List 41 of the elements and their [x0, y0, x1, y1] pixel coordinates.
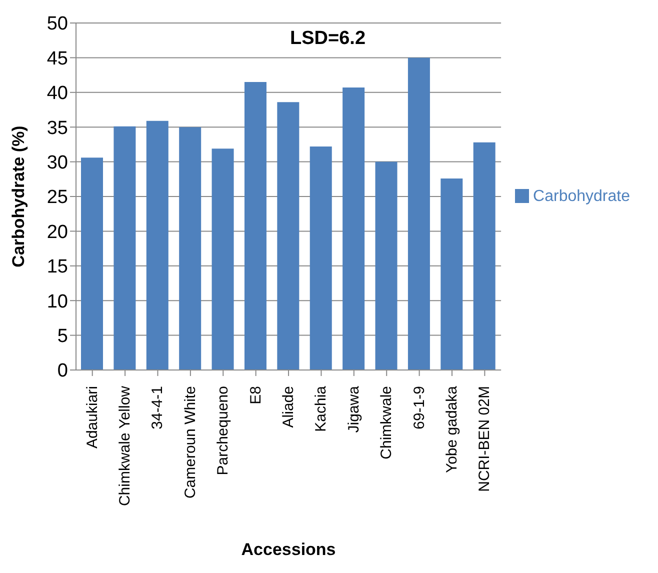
bar	[473, 142, 496, 370]
y-axis-title: Carbohydrate (%)	[9, 126, 28, 268]
bar	[146, 120, 168, 370]
bar	[244, 82, 266, 370]
y-tick-label: 20	[46, 222, 68, 243]
y-tick-label: 5	[57, 326, 68, 348]
bar	[277, 102, 300, 370]
bar	[212, 148, 234, 370]
y-tick-label: 30	[46, 152, 68, 174]
x-tick-label: Chimkwale	[378, 386, 396, 460]
y-tick-label: 40	[46, 83, 68, 104]
x-tick-label: Parchequeno	[214, 386, 232, 476]
bar	[310, 146, 332, 370]
annotation: LSD=6.2	[290, 28, 366, 50]
y-tick-label: 25	[46, 187, 68, 208]
bar	[179, 127, 202, 370]
x-tick-label: NCRI-BEN 02M	[476, 386, 494, 492]
y-tick-label: 0	[57, 360, 68, 382]
legend-label: Carbohydrate	[533, 188, 630, 204]
y-tick-label: 15	[46, 256, 68, 278]
x-tick-label: Aliade	[280, 386, 298, 428]
x-tick-label: Adaukiari	[84, 386, 101, 449]
x-tick-label: Cameroun White	[182, 386, 199, 499]
bar	[408, 58, 430, 370]
y-tick-label: 45	[46, 48, 68, 70]
x-tick-label: Chimkwale Yellow	[116, 386, 134, 506]
x-axis-title: Accessions	[241, 540, 336, 559]
bar	[114, 126, 136, 370]
x-tick-label: Jigawa	[345, 385, 362, 433]
bar	[440, 178, 463, 370]
x-tick-label: Kachia	[312, 385, 330, 432]
y-tick-label: 50	[46, 14, 68, 35]
x-tick-label: 34-4-1	[149, 386, 166, 430]
x-tick-label: Yobe gadaka	[444, 385, 461, 474]
y-tick-label: 10	[46, 291, 68, 312]
bar	[375, 162, 398, 370]
y-tick-label: 35	[46, 118, 68, 139]
bar	[81, 158, 103, 370]
x-tick-label: E8	[247, 386, 264, 404]
bar	[342, 88, 365, 370]
x-tick-label: 69-1-9	[410, 386, 428, 430]
